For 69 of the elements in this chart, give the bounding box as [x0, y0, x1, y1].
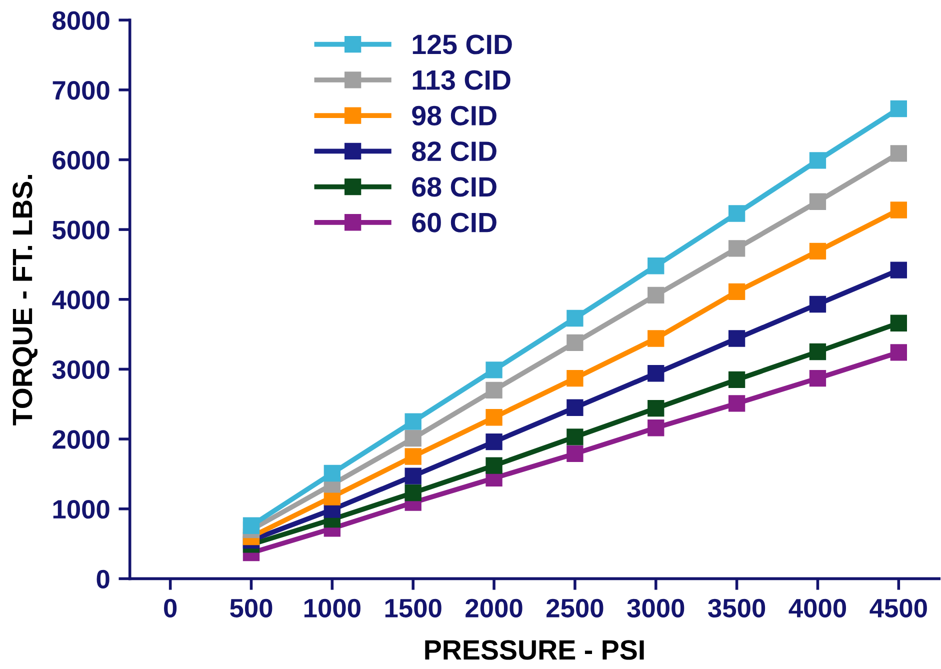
y-tick-label: 1000: [53, 500, 110, 519]
point: [486, 382, 502, 398]
point: [566, 310, 584, 327]
point: [728, 371, 746, 388]
legend-label: 82 CID: [412, 141, 496, 162]
point: [648, 286, 664, 304]
y-tick-label: 5000: [52, 220, 110, 240]
y-axis-title: TORQUE - FT. LBS.: [12, 174, 38, 426]
y-tick-label: 0: [96, 570, 110, 589]
point: [404, 430, 422, 447]
y-tick-label: 4000: [52, 290, 110, 310]
point: [890, 344, 907, 361]
point: [728, 330, 746, 347]
point: [242, 517, 260, 534]
legend-label: 125 CID: [412, 34, 512, 54]
x-tick-label: 500: [230, 598, 272, 618]
point: [809, 296, 826, 313]
point: [566, 445, 584, 462]
y-tick-label: 3000: [52, 360, 110, 380]
x-tick-label: 4500: [870, 598, 927, 618]
point: [324, 464, 341, 482]
point: [890, 202, 907, 218]
point: [648, 420, 664, 436]
point: [809, 343, 826, 360]
point: [890, 100, 907, 118]
y-tick-label: 7000: [52, 81, 110, 100]
point: [486, 457, 502, 474]
x-tick-label: 3000: [627, 598, 684, 618]
point: [566, 370, 584, 387]
point: [809, 152, 826, 169]
point: [404, 484, 422, 502]
point: [404, 448, 422, 465]
legend-label: 98 CID: [412, 106, 496, 126]
point: [566, 399, 584, 416]
point: [728, 283, 746, 300]
x-tick-label: 2500: [546, 598, 604, 618]
point: [648, 365, 664, 382]
legend-label: 113 CID: [412, 70, 510, 90]
point: [648, 400, 664, 417]
y-tick-label: 2000: [52, 430, 110, 449]
point: [809, 370, 826, 387]
point: [648, 330, 664, 347]
point: [404, 468, 422, 484]
point: [486, 409, 502, 426]
point: [486, 433, 502, 450]
point: [890, 314, 907, 332]
point: [728, 240, 746, 257]
x-axis-title: PRESSURE - PSI: [425, 640, 644, 660]
point: [809, 242, 826, 260]
y-tick-label: 6000: [52, 150, 110, 170]
x-tick-label: 1000: [304, 598, 360, 618]
x-tick-label: 2000: [466, 598, 522, 618]
x-tick-label: 1500: [385, 598, 442, 618]
point: [566, 334, 584, 352]
point: [486, 362, 502, 378]
x-tick-label: 4000: [788, 598, 846, 618]
point: [728, 205, 746, 222]
point: [648, 258, 664, 274]
point: [404, 413, 422, 430]
point: [890, 145, 907, 162]
point: [728, 395, 746, 412]
legend-label: 60 CID: [412, 212, 496, 232]
x-tick-label: 3500: [708, 598, 766, 618]
y-tick-label: 8000: [52, 11, 110, 30]
point: [566, 428, 584, 446]
x-tick-label: 0: [164, 598, 177, 618]
point: [809, 193, 826, 210]
point: [890, 262, 907, 278]
legend-label: 68 CID: [412, 177, 496, 197]
